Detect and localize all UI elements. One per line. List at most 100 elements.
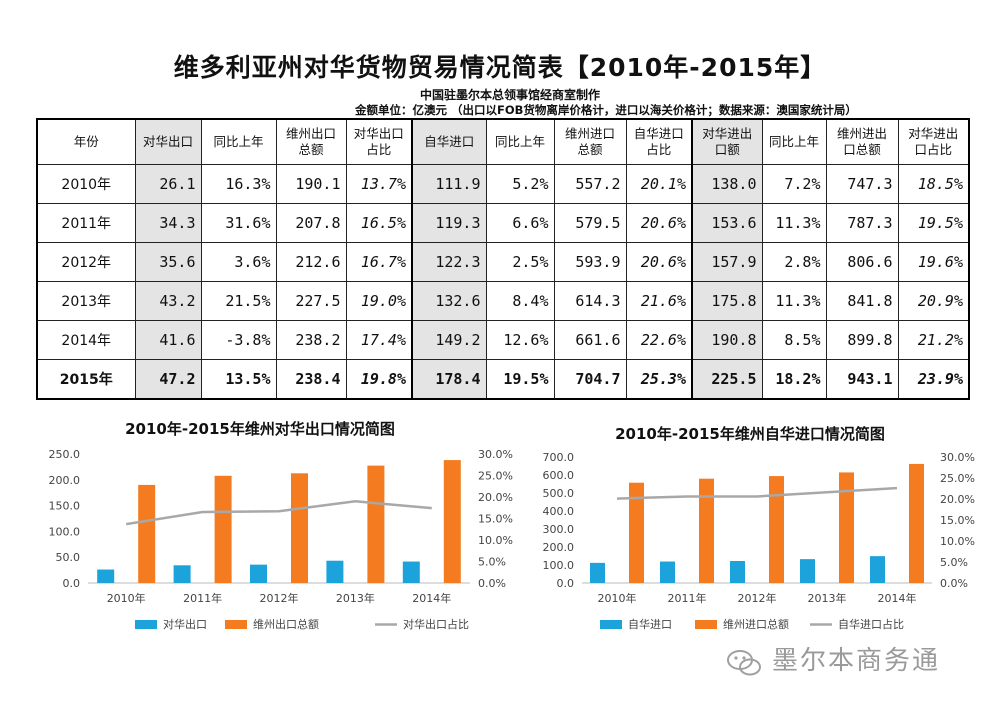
table-cell: 20.6%: [625, 242, 693, 282]
x-tick-label: 2012年: [260, 591, 299, 605]
table-cell: 132.6: [411, 281, 487, 321]
unit-note: 金额单位：亿澳元 （出口以FOB货物离岸价格计，进口以海关价格计；数据来源：澳国…: [355, 103, 857, 117]
table-header-cell: 对华进出口占比: [897, 118, 970, 165]
year-cell: 2015年: [36, 359, 136, 400]
bar-维州出口总额: [291, 473, 308, 583]
table-row: 2014年 41.6 -3.8% 238.2 17.4% 149.2 12.6% 661.6 2…: [36, 320, 970, 360]
table-cell: 149.2: [411, 320, 487, 360]
legend-swatch: [695, 620, 717, 629]
bar-对华出口: [402, 561, 420, 583]
table-cell: 19.5%: [485, 359, 555, 400]
y2-tick-label: 5.0%: [478, 556, 506, 569]
wechat-icon: [727, 650, 761, 676]
y2-tick-label: 25.0%: [478, 470, 513, 483]
x-tick-label: 2013年: [336, 591, 375, 605]
y-tick-label: 250.0: [49, 448, 81, 461]
table-header-cell: 年份: [36, 118, 136, 165]
bar-维州出口总额: [367, 465, 385, 583]
y2-tick-label: 0.0%: [478, 577, 506, 590]
y-tick-label: 100.0: [543, 559, 575, 572]
table-cell: 13.5%: [200, 359, 277, 400]
year-cell: 2010年: [36, 164, 136, 204]
legend-swatch: [225, 620, 247, 629]
table-cell: 8.5%: [761, 320, 827, 360]
y2-tick-label: 20.0%: [478, 491, 513, 504]
table-cell: 19.0%: [345, 281, 413, 321]
import-chart-title: 2010年-2015年维州自华进口情况简图: [615, 425, 885, 443]
table-row: 2013年 43.2 21.5% 227.5 19.0% 132.6 8.4% 614.3 21…: [36, 281, 970, 321]
table-cell: 157.9: [691, 242, 763, 282]
table-cell: 614.3: [553, 281, 627, 321]
table-cell: 41.6: [134, 320, 202, 360]
year-cell: 2013年: [36, 281, 136, 321]
line-自华进口占比: [616, 486, 898, 500]
table-cell: 20.6%: [625, 203, 693, 243]
legend-label: 自华进口占比: [838, 617, 904, 631]
page-title: 维多利亚州对华货物贸易情况简表【2010年-2015年】: [173, 53, 827, 82]
export-chart: 0.0 50.0 100.0 150.0 200.0 250.0 0.0% 5.0% 10.0%…: [49, 448, 513, 631]
import-chart: 0.0 100.0 200.0 300.0 400.0 500.0 600.0 700.0 0.…: [543, 451, 975, 631]
legend-label: 维州进口总额: [723, 617, 789, 631]
table-cell: 47.2: [134, 359, 202, 400]
table-cell: 207.8: [275, 203, 347, 243]
table-cell: 22.6%: [625, 320, 693, 360]
table-cell: 212.6: [275, 242, 347, 282]
table-header-cell: 对华出口占比: [345, 118, 413, 165]
table-header-cell: 同比上年: [485, 118, 555, 165]
table-cell: 227.5: [275, 281, 347, 321]
legend-swatch: [600, 620, 622, 629]
table-cell: 747.3: [825, 164, 899, 204]
table-cell: 579.5: [553, 203, 627, 243]
table-cell: 238.2: [275, 320, 347, 360]
table-cell: 19.8%: [345, 359, 413, 400]
table-cell: 26.1: [134, 164, 202, 204]
table-cell: 34.3: [134, 203, 202, 243]
bar-维州进口总额: [629, 482, 644, 583]
x-tick-label: 2014年: [412, 591, 451, 605]
export-chart-title: 2010年-2015年维州对华出口情况简图: [125, 420, 395, 438]
x-tick-label: 2011年: [183, 591, 222, 605]
table-cell: 23.9%: [897, 359, 970, 400]
bar-对华出口: [173, 565, 191, 583]
table-cell: 16.7%: [345, 242, 413, 282]
table-cell: 593.9: [553, 242, 627, 282]
table-header-cell: 维州进出口总额: [825, 118, 899, 165]
table-cell: 2.5%: [485, 242, 555, 282]
table-cell: 153.6: [691, 203, 763, 243]
x-tick-label: 2010年: [107, 591, 146, 605]
table-cell: 806.6: [825, 242, 899, 282]
bar-维州进口总额: [839, 472, 854, 583]
table-row: 2015年 47.2 13.5% 238.4 19.8% 178.4 19.5% 704.7 2…: [36, 359, 970, 400]
table-header-cell: 自华进口: [411, 118, 487, 165]
table-cell: 2.8%: [761, 242, 827, 282]
table-cell: 16.5%: [345, 203, 413, 243]
table-cell: 238.4: [275, 359, 347, 400]
table-header-cell: 维州出口总额: [275, 118, 347, 165]
y-tick-label: 700.0: [543, 451, 575, 464]
y2-tick-label: 20.0%: [940, 493, 975, 506]
table-cell: 17.4%: [345, 320, 413, 360]
bar-维州进口总额: [769, 476, 784, 583]
table-cell: 8.4%: [485, 281, 555, 321]
bar-维州进口总额: [909, 463, 924, 583]
maker-note: 中国驻墨尔本总领事馆经商室制作: [420, 88, 601, 102]
table-cell: 119.3: [411, 203, 487, 243]
table-cell: 11.3%: [761, 203, 827, 243]
table-cell: 138.0: [691, 164, 763, 204]
table-cell: 704.7: [553, 359, 627, 400]
y-tick-label: 0.0: [557, 577, 575, 590]
table-cell: 12.6%: [485, 320, 555, 360]
table-cell: 21.2%: [897, 320, 970, 360]
y-tick-label: 600.0: [543, 469, 575, 482]
table-header-cell: 自华进口占比: [625, 118, 693, 165]
table-cell: 20.1%: [625, 164, 693, 204]
table-cell: 7.2%: [761, 164, 827, 204]
table-header-cell: 对华进出口额: [691, 118, 763, 165]
watermark: 墨尔本商务通: [772, 646, 941, 676]
table-cell: 841.8: [825, 281, 899, 321]
y-tick-label: 200.0: [543, 541, 575, 554]
x-tick-label: 2014年: [878, 591, 917, 605]
table-header-cell: 同比上年: [200, 118, 277, 165]
table-cell: 175.8: [691, 281, 763, 321]
x-tick-label: 2013年: [808, 591, 847, 605]
